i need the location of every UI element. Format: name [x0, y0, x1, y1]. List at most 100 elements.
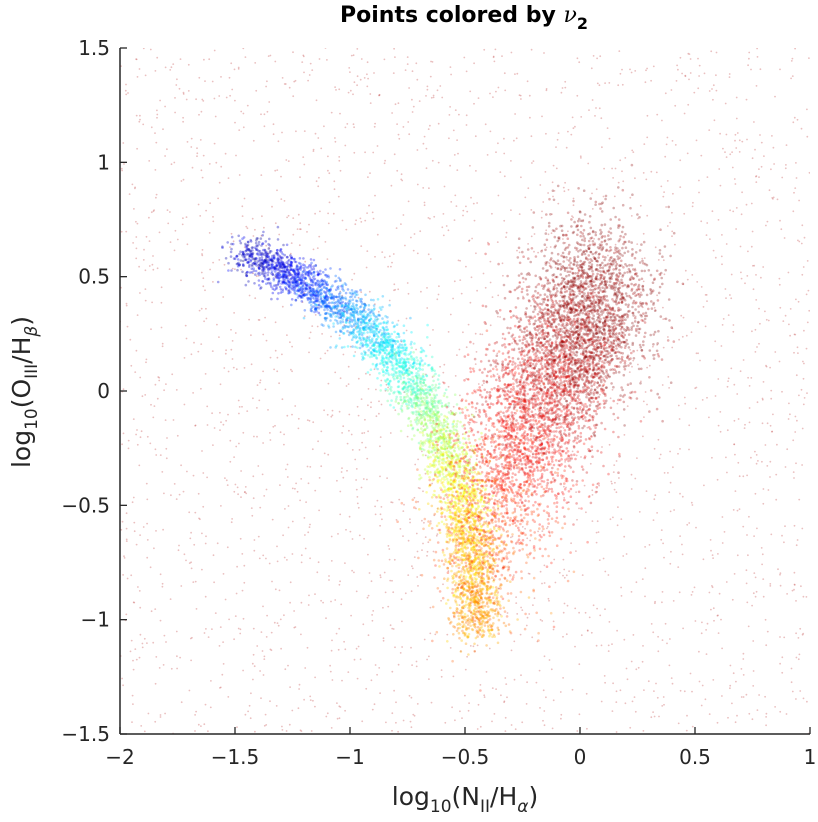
- data-point: [134, 186, 137, 189]
- data-point: [290, 242, 293, 245]
- data-point: [190, 137, 193, 140]
- data-point: [199, 139, 202, 141]
- data-point: [432, 419, 435, 422]
- data-point: [642, 645, 644, 647]
- data-point: [455, 629, 459, 633]
- data-point: [747, 64, 749, 67]
- data-point: [174, 229, 177, 232]
- data-point: [733, 573, 736, 575]
- data-point: [314, 676, 316, 679]
- data-point: [423, 423, 426, 427]
- data-point: [381, 305, 384, 309]
- data-point: [798, 394, 800, 397]
- data-point: [407, 121, 410, 123]
- data-point: [225, 349, 228, 352]
- data-point: [292, 95, 295, 98]
- data-point: [783, 541, 785, 544]
- data-point: [368, 335, 371, 339]
- data-point: [218, 336, 220, 338]
- data-point: [510, 724, 513, 726]
- data-point: [369, 373, 371, 376]
- data-point: [622, 555, 625, 557]
- data-point: [264, 316, 266, 319]
- data-point: [795, 177, 798, 179]
- data-point: [766, 422, 769, 425]
- data-point: [620, 595, 623, 597]
- data-point: [515, 423, 517, 426]
- data-point: [783, 237, 786, 239]
- data-point: [572, 127, 575, 130]
- data-point: [794, 48, 796, 50]
- data-point: [760, 141, 763, 144]
- data-point: [686, 152, 689, 155]
- data-point: [614, 418, 616, 421]
- data-point: [306, 646, 309, 649]
- data-point: [331, 414, 334, 417]
- data-point: [723, 531, 726, 533]
- data-point: [429, 632, 432, 635]
- data-point: [244, 242, 247, 246]
- data-point: [430, 435, 433, 439]
- data-point: [484, 506, 486, 509]
- data-point: [307, 79, 309, 82]
- data-point: [681, 335, 684, 338]
- data-point: [657, 650, 660, 653]
- data-point: [139, 436, 142, 439]
- data-point: [664, 155, 667, 158]
- data-point: [455, 523, 459, 526]
- data-point: [566, 259, 568, 261]
- data-point: [431, 405, 435, 408]
- data-point: [452, 594, 456, 598]
- data-point: [253, 549, 256, 552]
- data-point: [397, 133, 400, 136]
- data-point: [503, 369, 505, 372]
- data-point: [629, 196, 632, 199]
- data-point: [803, 329, 805, 332]
- data-point: [176, 667, 179, 670]
- data-point: [705, 294, 708, 296]
- data-point: [503, 152, 506, 155]
- data-point: [792, 121, 795, 124]
- data-point: [332, 212, 335, 215]
- data-point: [328, 579, 330, 581]
- data-point: [419, 574, 422, 576]
- data-point: [251, 514, 254, 517]
- data-point: [343, 324, 346, 327]
- data-point: [337, 533, 339, 535]
- data-point: [479, 629, 482, 631]
- data-point: [411, 98, 413, 101]
- data-point: [708, 591, 711, 594]
- data-point: [260, 631, 263, 633]
- data-point: [409, 420, 413, 423]
- data-point: [308, 419, 311, 422]
- data-point: [336, 479, 338, 482]
- data-point: [374, 255, 376, 258]
- data-point: [427, 128, 430, 131]
- data-point: [382, 639, 385, 642]
- data-point: [576, 397, 579, 399]
- data-point: [446, 447, 449, 450]
- data-point: [733, 383, 736, 386]
- data-point: [507, 561, 510, 564]
- data-point: [467, 537, 471, 541]
- data-point: [765, 716, 767, 718]
- data-point: [447, 229, 450, 232]
- data-point: [136, 429, 138, 431]
- data-point: [175, 498, 178, 500]
- data-point: [446, 457, 449, 459]
- data-point: [360, 245, 363, 248]
- data-point: [632, 151, 635, 154]
- data-point: [599, 614, 602, 617]
- data-point: [555, 167, 558, 170]
- data-point: [663, 318, 666, 320]
- data-point: [694, 387, 697, 390]
- data-point: [660, 529, 663, 531]
- data-point: [801, 527, 804, 530]
- data-point: [488, 556, 492, 560]
- data-point: [309, 695, 312, 698]
- data-point: [260, 113, 262, 116]
- data-point: [231, 88, 234, 91]
- data-point: [134, 648, 137, 650]
- data-point: [349, 530, 352, 533]
- data-point: [497, 628, 500, 632]
